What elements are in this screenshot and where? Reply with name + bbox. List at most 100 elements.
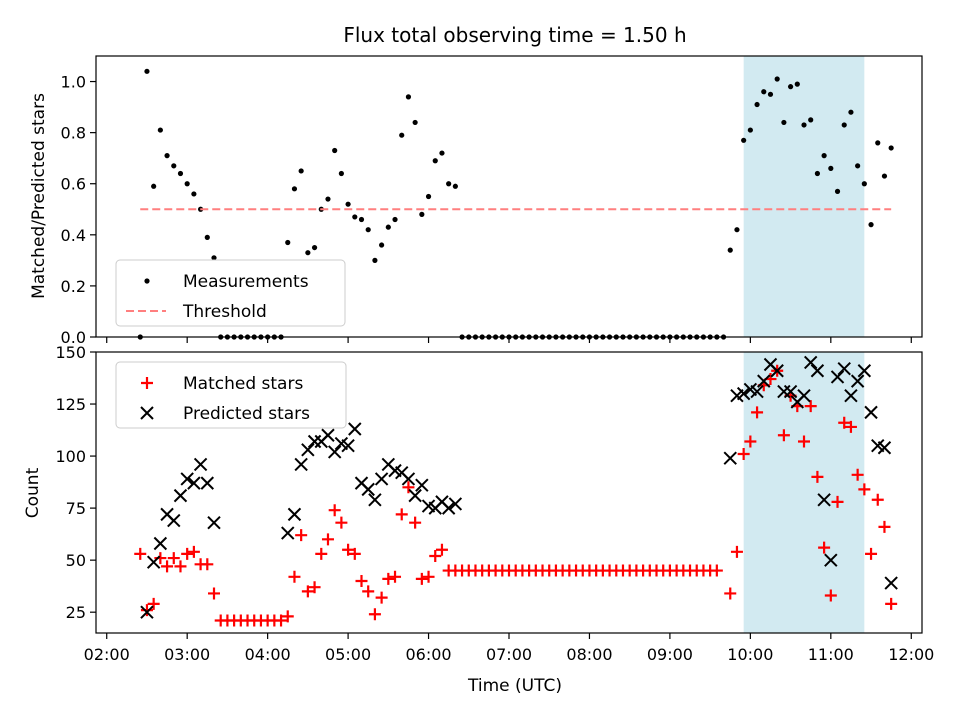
legend-marker-matched	[141, 377, 153, 389]
predicted-point	[348, 422, 362, 436]
x-tick-label: 10:00	[727, 645, 773, 664]
measurement-point	[379, 242, 385, 248]
matched-point	[818, 541, 831, 554]
matched-point	[295, 529, 308, 542]
legend-ratio: Measurements Threshold	[115, 259, 346, 327]
measurement-point	[171, 163, 177, 169]
matched-point	[201, 558, 214, 571]
predicted-point	[783, 384, 798, 399]
predicted-point	[368, 493, 382, 507]
matched-point	[308, 581, 321, 594]
legend-marker-predicted	[140, 406, 154, 420]
legend-count: Matched stars Predicted stars	[115, 361, 347, 429]
matched-point	[798, 435, 810, 448]
matched-point	[878, 520, 891, 533]
predicted-point	[770, 364, 784, 378]
matched-point	[844, 420, 857, 433]
ratio-panel: 0.0 0.2 0.4 0.6 0.8 1.0	[61, 55, 923, 347]
predicted-point	[207, 515, 221, 530]
x-tick-label: 11:00	[808, 645, 854, 664]
predicted-point	[167, 513, 181, 528]
measurement-point	[888, 145, 894, 151]
measurement-point	[828, 165, 834, 171]
measurement-point	[834, 188, 841, 194]
measurement-point	[305, 250, 311, 256]
matched-point	[751, 406, 764, 419]
predicted-point	[341, 438, 355, 453]
matched-point	[409, 516, 422, 529]
predicted-point	[294, 457, 308, 472]
measurement-point	[338, 170, 344, 177]
measurement-point	[841, 122, 847, 128]
matched-point	[362, 585, 375, 598]
measurement-point	[787, 84, 794, 90]
measurement-point	[204, 234, 210, 240]
predicted-point	[153, 536, 168, 551]
measurement-point	[419, 211, 425, 217]
measurement-point	[767, 91, 774, 97]
x-tick-label: 05:00	[325, 645, 371, 664]
x-tick-label: 04:00	[245, 645, 291, 664]
y-tick-label: 25	[66, 603, 86, 622]
measurement-point	[298, 168, 304, 174]
matched-point	[335, 516, 348, 529]
measurement-point	[285, 239, 291, 246]
predicted-point	[810, 364, 825, 378]
measurement-point	[781, 119, 787, 126]
predicted-point	[723, 451, 737, 465]
y-tick-label: 100	[55, 447, 86, 466]
matched-point	[342, 543, 355, 556]
predicted-point	[327, 445, 342, 459]
matched-point	[865, 547, 878, 560]
y-tick-label: 0.8	[61, 124, 86, 143]
matched-point	[415, 572, 428, 585]
x-tick-label: 09:00	[647, 645, 693, 664]
measurement-point	[177, 170, 184, 177]
predicted-point	[830, 370, 845, 384]
matched-point	[348, 547, 361, 560]
measurement-point	[821, 153, 827, 159]
matched-point	[208, 587, 220, 600]
measurement-point	[385, 224, 391, 230]
predicted-point	[803, 355, 818, 370]
matched-point	[187, 545, 200, 558]
predicted-point	[401, 472, 416, 486]
matched-point	[281, 610, 294, 623]
measurement-point	[446, 181, 452, 187]
predicted-point	[307, 434, 322, 449]
measurement-point	[345, 201, 351, 207]
measurement-point	[861, 181, 867, 187]
matched-point	[824, 589, 837, 602]
measurement-point	[405, 94, 412, 100]
matched-point	[744, 435, 757, 448]
predicted-point	[173, 488, 188, 503]
measurement-point	[392, 216, 398, 223]
series-predicted-stars	[140, 355, 898, 619]
x-tick-label: 07:00	[486, 645, 532, 664]
measurement-point	[747, 127, 753, 133]
matched-point	[724, 587, 737, 600]
y-tick-label: 50	[66, 551, 86, 570]
y-tick-label: 125	[55, 395, 86, 414]
matched-point	[851, 468, 864, 481]
predicted-point	[850, 374, 865, 388]
measurement-point	[352, 214, 358, 220]
matched-point	[429, 549, 442, 562]
legend-box	[115, 259, 346, 327]
measurement-point	[868, 222, 874, 228]
predicted-point	[193, 457, 208, 472]
legend-marker-measurements	[144, 278, 150, 284]
x-tick-label: 08:00	[566, 645, 612, 664]
x-tick-label: 06:00	[405, 645, 451, 664]
matched-point	[161, 560, 174, 573]
measurement-point	[184, 181, 190, 187]
predicted-point	[877, 441, 892, 455]
highlight-span	[743, 352, 865, 633]
measurement-point	[432, 158, 438, 164]
legend-label: Predicted stars	[183, 404, 310, 424]
matched-point	[134, 547, 147, 560]
matched-point	[301, 585, 314, 598]
matched-point	[885, 597, 898, 610]
legend-label: Matched stars	[183, 374, 303, 394]
predicted-point	[817, 493, 831, 507]
